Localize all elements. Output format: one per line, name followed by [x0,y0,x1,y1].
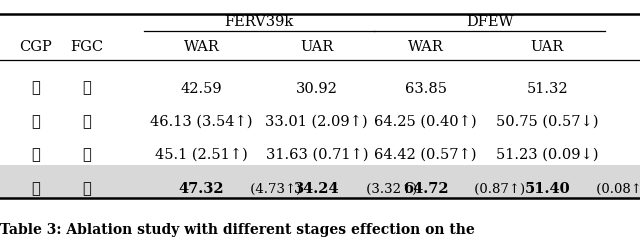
Text: 47.32: 47.32 [179,183,225,196]
Text: 42.59: 42.59 [180,82,223,95]
Text: (3.32↑): (3.32↑) [362,183,417,196]
Text: ✗: ✗ [31,82,40,95]
Text: 31.63 (0.71↑): 31.63 (0.71↑) [266,148,368,162]
Text: CGP: CGP [19,40,52,54]
Text: ✓: ✓ [31,115,40,129]
Text: 64.42 (0.57↑): 64.42 (0.57↑) [374,148,477,162]
Text: (4.73↑): (4.73↑) [246,183,301,196]
Text: FERV39k: FERV39k [225,15,294,29]
Text: WAR: WAR [184,40,220,54]
Text: 64.25 (0.40↑): 64.25 (0.40↑) [374,115,477,129]
Text: ✗: ✗ [82,115,91,129]
Text: 33.01 (2.09↑): 33.01 (2.09↑) [266,115,368,129]
Text: ✗: ✗ [82,82,91,95]
Text: ✓: ✓ [82,148,91,162]
Text: 51.23 (0.09↓): 51.23 (0.09↓) [496,148,598,162]
Text: ✓: ✓ [82,183,91,196]
Text: 45.1 (2.51↑): 45.1 (2.51↑) [156,148,248,162]
Text: 50.75 (0.57↓): 50.75 (0.57↓) [496,115,598,129]
Text: (0.08↑): (0.08↑) [592,183,640,196]
Text: 64.72: 64.72 [403,183,449,196]
Text: Table 3: Ablation study with different stages effection on the: Table 3: Ablation study with different s… [0,223,475,237]
Text: ✓: ✓ [31,183,40,196]
Text: 30.92: 30.92 [296,82,338,95]
Text: FGC: FGC [70,40,103,54]
Text: DFEW: DFEW [466,15,513,29]
Text: ✗: ✗ [31,148,40,162]
Text: 51.40: 51.40 [524,183,570,196]
Text: UAR: UAR [531,40,564,54]
Text: 63.85: 63.85 [404,82,447,95]
Text: 46.13 (3.54↑): 46.13 (3.54↑) [150,115,253,129]
Text: WAR: WAR [408,40,444,54]
Text: (0.87↑): (0.87↑) [470,183,525,196]
Text: UAR: UAR [300,40,333,54]
Text: 51.32: 51.32 [526,82,568,95]
Text: 34.24: 34.24 [294,183,340,196]
FancyBboxPatch shape [0,165,640,199]
